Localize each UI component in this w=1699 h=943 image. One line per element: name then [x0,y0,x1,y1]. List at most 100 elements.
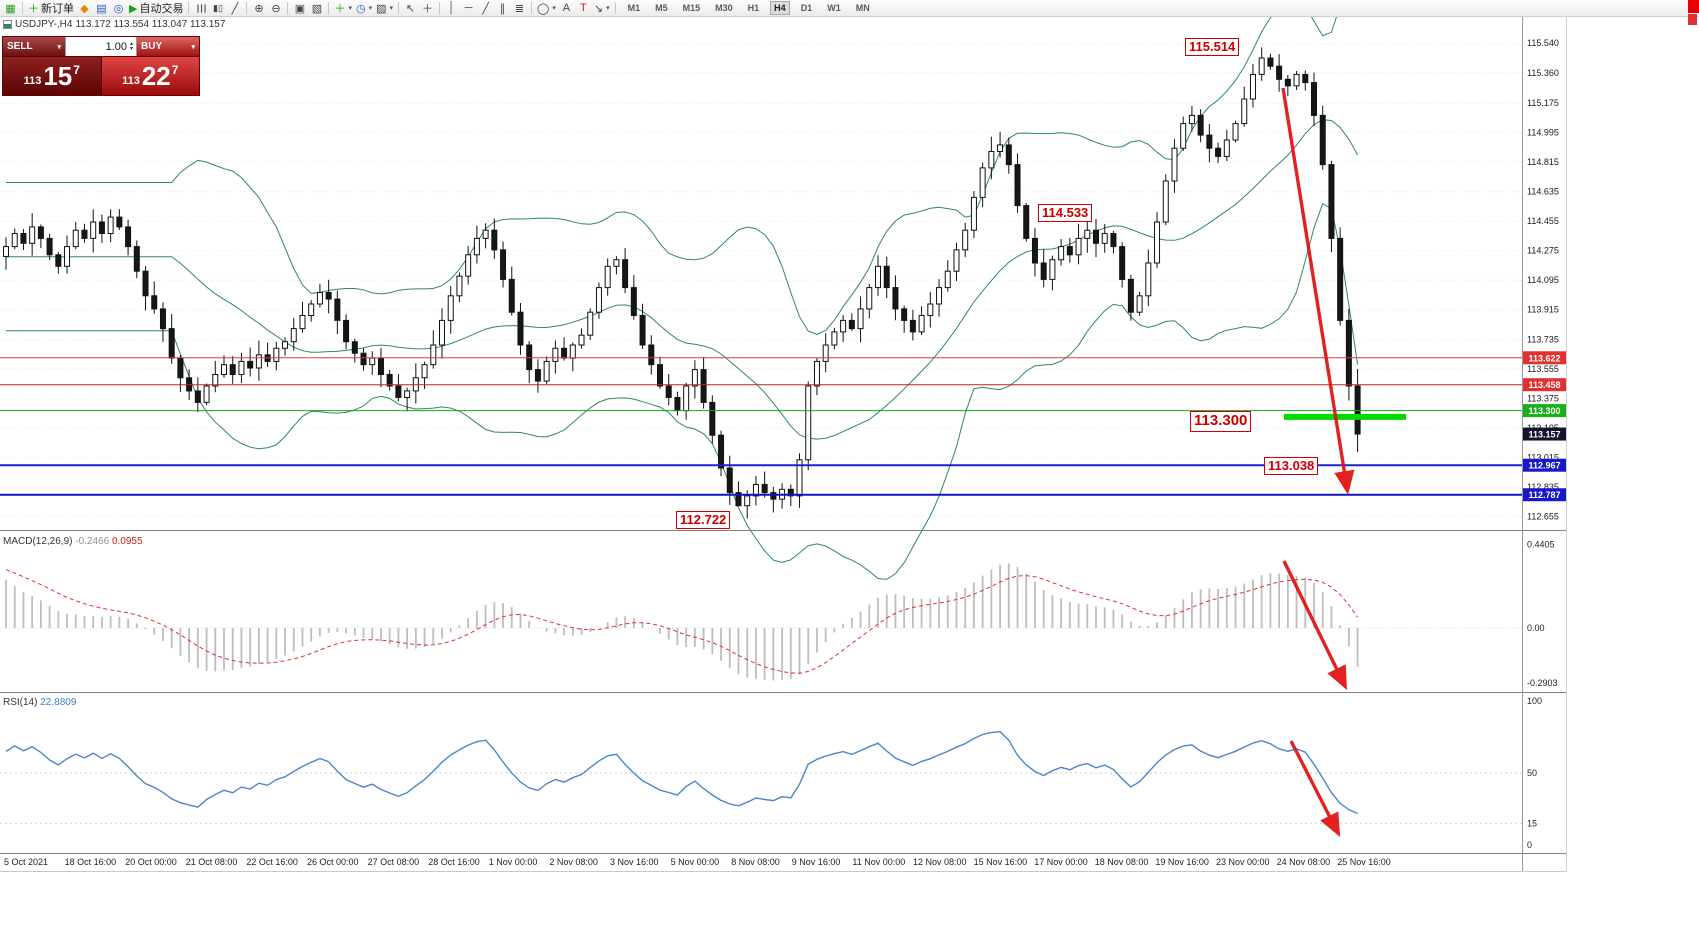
buy-button[interactable]: 113227 [102,57,200,95]
navigator-icon: ◎ [114,2,124,15]
indicators-add-icon: ＋ [334,0,345,16]
new-order-label: 新订单 [41,0,74,16]
macd-name: MACD(12,26,9) [3,536,72,547]
vertical-line-icon: │ [448,2,455,14]
svg-text:23 Nov 00:00: 23 Nov 00:00 [1216,857,1270,867]
navigator-button[interactable]: ◎ [110,1,127,16]
svg-text:18 Nov 08:00: 18 Nov 08:00 [1095,857,1149,867]
timeframe-m30[interactable]: M30 [711,1,737,15]
svg-text:115.540: 115.540 [1527,38,1559,48]
channel-icon: ∥ [500,2,506,15]
vertical-line-button[interactable]: │ [443,1,460,16]
chart-symbol-info: USDJPY-,H4 113.172 113.554 113.047 113.1… [3,19,225,30]
shapes-button[interactable]: ◯▾ [535,1,558,16]
templates-button[interactable]: ▨▾ [374,1,395,16]
svg-text:5 Nov 00:00: 5 Nov 00:00 [671,857,720,867]
line-chart-button[interactable]: ╱ [226,1,243,16]
svg-text:17 Nov 00:00: 17 Nov 00:00 [1034,857,1088,867]
autotrading-label: 自动交易 [139,0,183,16]
text-label-button[interactable]: T [575,1,592,16]
toolbar-separator [615,2,616,14]
trendline-button[interactable]: ╱ [477,1,494,16]
toolbar-separator [439,2,440,14]
svg-text:100: 100 [1527,696,1542,706]
line-chart-icon: ╱ [232,2,239,15]
chart-canvas[interactable]: 0.44050.00-0.290310050150115.540115.3601… [0,0,1699,943]
timeframe-d1[interactable]: D1 [797,1,817,15]
tile-windows-button[interactable]: ▣ [291,1,308,16]
rsi-value: 22.8809 [40,697,76,708]
timeframe-mn[interactable]: MN [852,1,874,15]
timeframe-group: M1 M5 M15 M30 H1 H4 D1 W1 MN [624,1,874,15]
sell-price-big: 15 [43,63,72,89]
sell-dropdown-label: SELL [7,41,33,52]
chart-window-button[interactable]: ▦ [2,1,19,16]
timeframe-w1[interactable]: W1 [823,1,845,15]
svg-text:115.175: 115.175 [1527,98,1559,108]
svg-text:1 Nov 00:00: 1 Nov 00:00 [489,857,538,867]
market-watch-icon: ▤ [96,2,106,15]
zoom-in-button[interactable]: ⊕ [250,1,267,16]
toolbar-separator [246,2,247,14]
buy-price-big: 22 [142,63,171,89]
fibonacci-button[interactable]: ≣ [511,1,528,16]
market-watch-button[interactable]: ▤ [93,1,110,16]
svg-text:-0.2903: -0.2903 [1527,678,1558,688]
crosshair-icon: ＋ [422,0,433,16]
buy-dropdown[interactable]: BUY▾ [137,37,199,56]
bar-chart-button[interactable]: ☰ [192,1,209,16]
svg-text:26 Oct 00:00: 26 Oct 00:00 [307,857,359,867]
horizontal-line-button[interactable]: ─ [460,1,477,16]
svg-text:24 Nov 08:00: 24 Nov 08:00 [1277,857,1331,867]
crosshair-button[interactable]: ＋ [419,1,436,16]
sell-dropdown[interactable]: SELL▾ [3,37,65,56]
toolbar-separator [188,2,189,14]
chevron-down-icon: ▾ [348,4,352,12]
timeframe-m5[interactable]: M5 [651,1,672,15]
chevron-down-icon: ▾ [369,4,373,12]
autotrading-button[interactable]: ▶自动交易 [127,1,185,16]
svg-text:27 Oct 08:00: 27 Oct 08:00 [368,857,420,867]
svg-text:113.555: 113.555 [1527,364,1559,374]
one-click-trading-panel: SELL▾ 1.00▴▾ BUY▾ 113157 113227 [2,36,200,96]
cascade-windows-icon: ▧ [312,2,322,15]
play-icon: ▶ [129,2,137,15]
svg-text:5 Oct 2021: 5 Oct 2021 [4,857,48,867]
periods-button[interactable]: ◷▾ [354,1,374,16]
candlestick-chart-button[interactable]: ▮▯ [209,1,226,16]
svg-text:113.622: 113.622 [1528,353,1560,363]
cascade-windows-button[interactable]: ▧ [308,1,325,16]
text-button[interactable]: A [558,1,575,16]
arrows-tool-button[interactable]: ↘▾ [592,1,612,16]
macd-label: MACD(12,26,9) -0.2466 0.0955 [3,536,143,547]
rsi-name: RSI(14) [3,697,37,708]
svg-text:15 Nov 16:00: 15 Nov 16:00 [974,857,1028,867]
step-down-icon: ▾ [130,47,133,52]
svg-text:113.458: 113.458 [1528,380,1560,390]
volume-stepper[interactable]: ▴▾ [130,42,133,52]
timeframe-m1[interactable]: M1 [624,1,645,15]
channel-button[interactable]: ∥ [494,1,511,16]
zoom-out-button[interactable]: ⊖ [267,1,284,16]
toolbar-separator [531,2,532,14]
svg-text:11 Nov 00:00: 11 Nov 00:00 [852,857,905,867]
svg-text:25 Nov 16:00: 25 Nov 16:00 [1337,857,1391,867]
svg-text:28 Oct 16:00: 28 Oct 16:00 [428,857,480,867]
indicators-button[interactable]: ＋▾ [332,1,354,16]
cursor-button[interactable]: ↖ [402,1,419,16]
svg-text:18 Oct 16:00: 18 Oct 16:00 [65,857,117,867]
sell-price-pip: 7 [73,63,80,77]
metaeditor-icon: ◆ [80,2,88,15]
sell-button[interactable]: 113157 [3,57,102,95]
new-order-button[interactable]: ＋新订单 [26,1,76,16]
timeframe-h1[interactable]: H1 [744,1,764,15]
text-icon: A [563,2,570,14]
chart-icon [3,20,12,29]
volume-input[interactable]: 1.00▴▾ [65,37,137,56]
timeframe-h4[interactable]: H4 [770,1,790,15]
zoom-out-icon: ⊖ [271,2,280,15]
timeframe-m15[interactable]: M15 [679,1,705,15]
svg-text:112.967: 112.967 [1528,461,1560,471]
metaeditor-button[interactable]: ◆ [76,1,93,16]
cursor-icon: ↖ [406,2,415,15]
